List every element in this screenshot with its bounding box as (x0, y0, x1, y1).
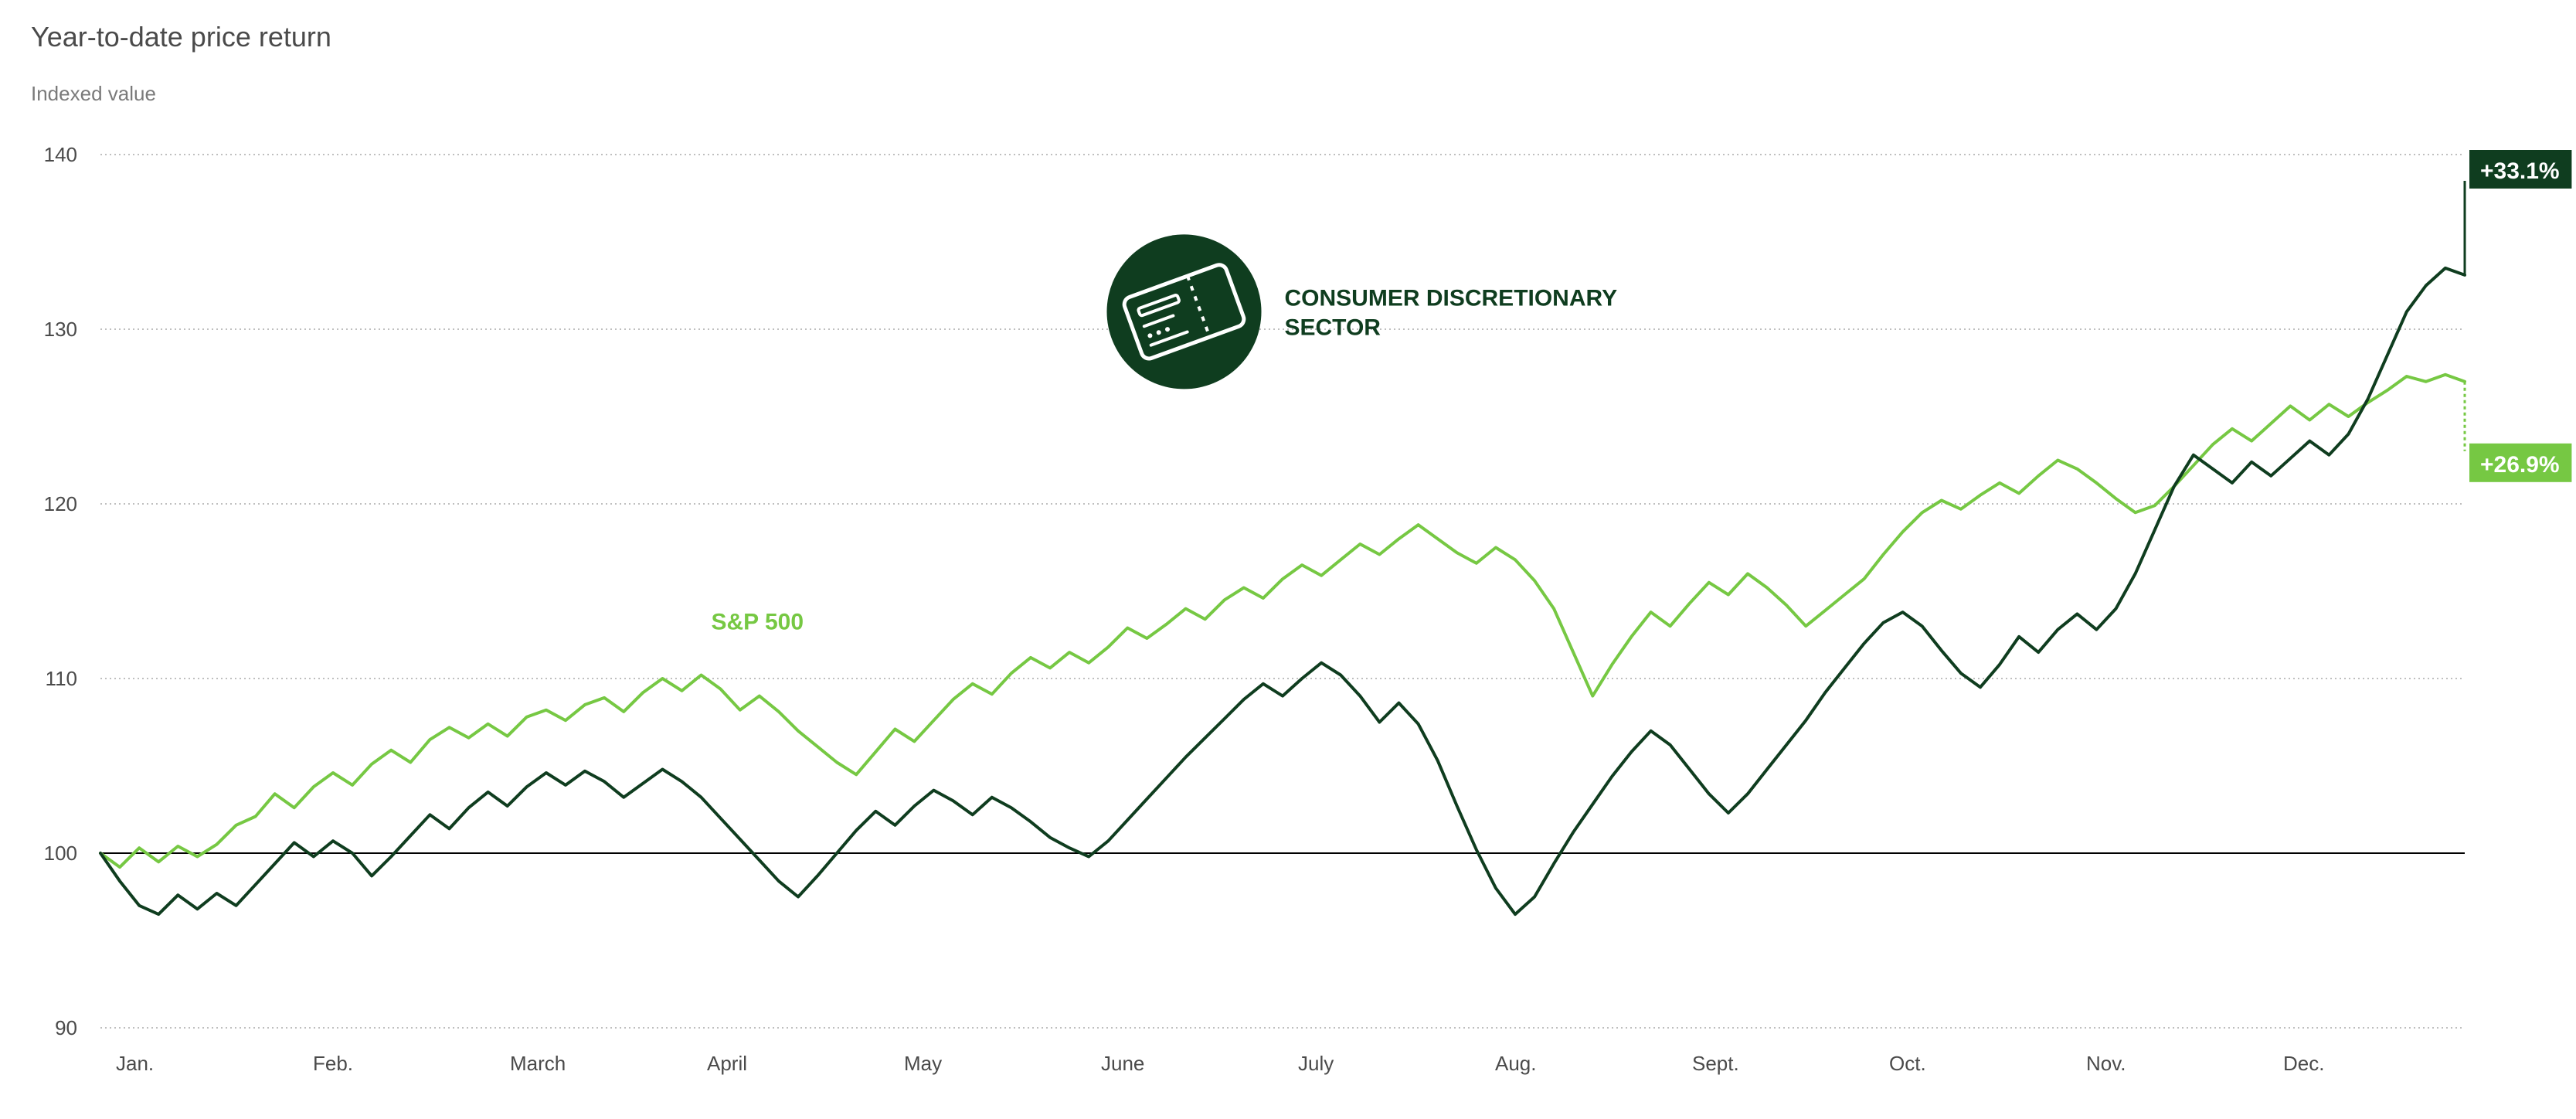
y-tick-label: 110 (46, 667, 77, 690)
chart-title: Year-to-date price return (31, 21, 331, 53)
y-tick-label: 130 (44, 318, 77, 341)
x-tick-label: April (707, 1052, 747, 1075)
sector-badge (1107, 234, 1262, 389)
x-tick-label: March (510, 1052, 566, 1075)
chart-subtitle: Indexed value (31, 82, 156, 105)
x-tick-label: June (1101, 1052, 1144, 1075)
y-tick-label: 140 (44, 143, 77, 166)
price-return-chart: Year-to-date price return Indexed value 90… (0, 0, 2576, 1119)
y-tick-label: 100 (44, 842, 77, 865)
x-tick-label: Jan. (116, 1052, 154, 1075)
sector-end-badge: +33.1% (2469, 150, 2571, 189)
sp500-label: S&P 500 (712, 610, 804, 635)
x-tick-label: Dec. (2283, 1052, 2324, 1075)
x-tick-label: July (1298, 1052, 1334, 1075)
svg-text:+33.1%: +33.1% (2480, 158, 2560, 184)
x-tick-label: Nov. (2086, 1052, 2126, 1075)
y-tick-label: 120 (44, 492, 77, 515)
y-tick-label: 90 (55, 1016, 77, 1039)
x-tick-label: Feb. (313, 1052, 353, 1075)
sp500-end-badge: +26.9% (2469, 444, 2571, 482)
sector-label-line2: SECTOR (1285, 315, 1381, 340)
svg-text:+26.9%: +26.9% (2480, 452, 2560, 478)
x-tick-label: Aug. (1495, 1052, 1537, 1075)
x-tick-label: May (904, 1052, 942, 1075)
x-tick-label: Oct. (1889, 1052, 1926, 1075)
x-tick-label: Sept. (1692, 1052, 1739, 1075)
sector-label-line1: CONSUMER DISCRETIONARY (1285, 285, 1618, 311)
